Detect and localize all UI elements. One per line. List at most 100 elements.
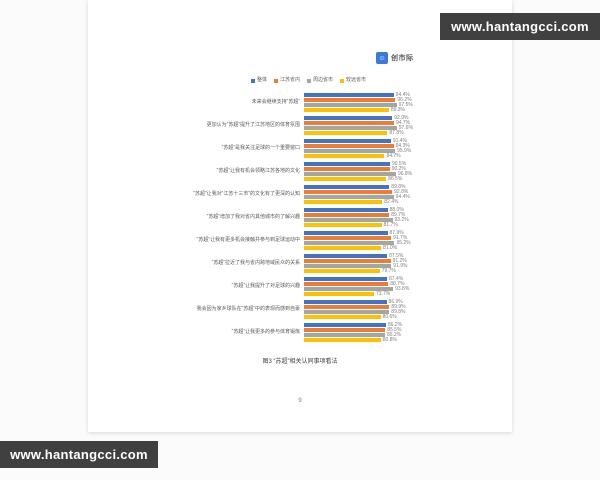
bar-group: “苏超”让我更多的参与体育锻炼 86.2% 85.5% 85.2% 80.8% — [106, 322, 502, 342]
bar-line: 94.4% — [304, 92, 502, 97]
bar — [304, 185, 390, 189]
bar — [304, 154, 385, 158]
bar — [304, 131, 388, 135]
bar-line: 82.4% — [304, 198, 502, 205]
bar — [304, 223, 382, 227]
bar-value-label: 79.7% — [381, 267, 396, 274]
bar-line: 86.9% — [304, 299, 502, 304]
bar — [304, 231, 388, 235]
bar-stack: 87.5% 91.2% 91.9% 79.7% — [304, 253, 502, 274]
bar — [304, 103, 397, 107]
bar — [304, 305, 390, 309]
bar-value-label: 93.2% — [394, 216, 409, 223]
bar — [304, 323, 386, 327]
bar-value-label: 89.8% — [391, 183, 406, 190]
bar — [304, 144, 394, 148]
bar-value-label: 84.7% — [386, 152, 401, 159]
bar-value-label: 89.7% — [391, 211, 406, 218]
legend-item: 周边省市 — [307, 78, 333, 83]
bar-line: 93.8% — [304, 286, 502, 291]
bar — [304, 236, 392, 240]
bar-value-label: 87.8% — [389, 129, 404, 136]
bar-value-label: 90.5% — [391, 160, 407, 167]
page-number: 9 — [298, 398, 302, 404]
bar — [304, 149, 396, 153]
bar-line: 95.2% — [304, 240, 502, 245]
category-label: “苏超”让我有更多机会接触并参与到足球运动中 — [196, 236, 300, 243]
bar — [304, 139, 391, 143]
bar-line: 94.4% — [304, 194, 502, 199]
bar-line: 97.5% — [304, 102, 502, 107]
bar — [304, 300, 387, 304]
legend-swatch — [340, 78, 345, 83]
bar-line: 91.4% — [304, 138, 502, 143]
bar-value-label: 88.0% — [389, 206, 404, 213]
bar-value-label: 89.3% — [390, 106, 406, 113]
bar-line: 92.9% — [304, 114, 502, 121]
figure-caption: 图3 “苏超”相关认同事项看法 — [262, 359, 338, 365]
bar-line: 96.8% — [304, 171, 502, 176]
bar-stack: 90.5% 90.2% 96.8% 86.5% — [304, 160, 502, 182]
bar-value-label: 87.4% — [389, 275, 404, 282]
bar-value-label: 81.0% — [382, 244, 398, 251]
bar-line: 81.0% — [304, 244, 502, 251]
category-label: 更加认为“苏超”提升了江苏地区的体育氛围 — [206, 121, 300, 128]
bar-line: 97.6% — [304, 125, 502, 130]
category-label: 未来会继续支持“苏超” — [251, 98, 300, 105]
bar-line: 80.8% — [304, 337, 502, 342]
category-label: 我会因为家乡球队在“苏超”中的表现而感到自豪 — [196, 305, 300, 312]
bar-group: 未来会继续支持“苏超” 94.4% 96.2% 97.5% 89.3% — [106, 92, 502, 113]
bar — [304, 200, 383, 204]
bar-group: “苏超”让我对“江苏十三市”的文化有了更深的认知 89.8% 92.8% 94.4% 8… — [106, 183, 502, 205]
bar-value-label: 92.9% — [394, 114, 409, 121]
legend-item: 整体 — [251, 78, 267, 83]
bar — [304, 328, 386, 332]
bar-line: 86.5% — [304, 175, 502, 182]
bar — [304, 292, 374, 296]
bar — [304, 338, 381, 342]
bar-value-label: 85.5% — [387, 326, 402, 333]
bar-value-label: 88.7% — [390, 280, 405, 287]
bar — [304, 126, 397, 130]
bar-value-label: 82.4% — [384, 198, 399, 205]
bar — [304, 218, 393, 222]
bar-line: 94.3% — [304, 143, 502, 148]
bar-line: 90.5% — [304, 160, 502, 167]
legend-swatch — [251, 78, 255, 83]
bar — [304, 259, 391, 263]
bar — [304, 282, 389, 286]
brand-logo: ☺ 创市际 — [376, 52, 414, 64]
bar-line: 91.2% — [304, 258, 502, 263]
bar-value-label: 86.5% — [388, 175, 403, 182]
bar-line: 88.0% — [304, 206, 502, 213]
bar — [304, 108, 389, 112]
bar-line: 95.9% — [304, 148, 502, 153]
bar — [304, 246, 381, 250]
bar-value-label: 87.9% — [389, 229, 404, 236]
bar — [304, 213, 390, 217]
bar-group: “苏超”增加了我对省内其他城市的了解兴趣 88.0% 89.7% 93.2% 81.7% — [106, 206, 502, 227]
bar-line: 86.2% — [304, 322, 502, 327]
legend-label: 较远省市 — [346, 77, 367, 83]
watermark-top-right: www.hantangcci.com — [440, 13, 600, 40]
bar — [304, 121, 394, 125]
bar-line: 85.5% — [304, 326, 502, 333]
legend-swatch — [307, 78, 312, 83]
bar — [304, 287, 394, 291]
category-label: “苏超”让我有机会领略江苏各地的文化 — [216, 167, 300, 174]
bar-line: 89.9% — [304, 303, 502, 310]
legend-item: 较远省市 — [340, 78, 366, 83]
bar-stack: 86.9% 89.9% 89.8% 80.6% — [304, 299, 502, 319]
bar-line: 89.8% — [304, 308, 502, 315]
bar-group: “苏超”是我关注足球的一个重要窗口 91.4% 94.3% 95.9% 84.7% — [106, 138, 502, 159]
bar-line: 87.9% — [304, 229, 502, 236]
bar-value-label: 89.9% — [391, 303, 406, 310]
bar — [304, 116, 393, 120]
category-label: “苏超”让我对“江苏十三市”的文化有了更深的认知 — [193, 190, 300, 197]
bar — [304, 277, 388, 281]
bar — [304, 269, 380, 273]
bar-group: “苏超”让我提升了对足球的兴趣 87.4% 88.7% 93.8% 73.7% — [106, 275, 502, 296]
bar-value-label: 89.8% — [391, 308, 406, 315]
bar-line: 93.2% — [304, 216, 502, 223]
